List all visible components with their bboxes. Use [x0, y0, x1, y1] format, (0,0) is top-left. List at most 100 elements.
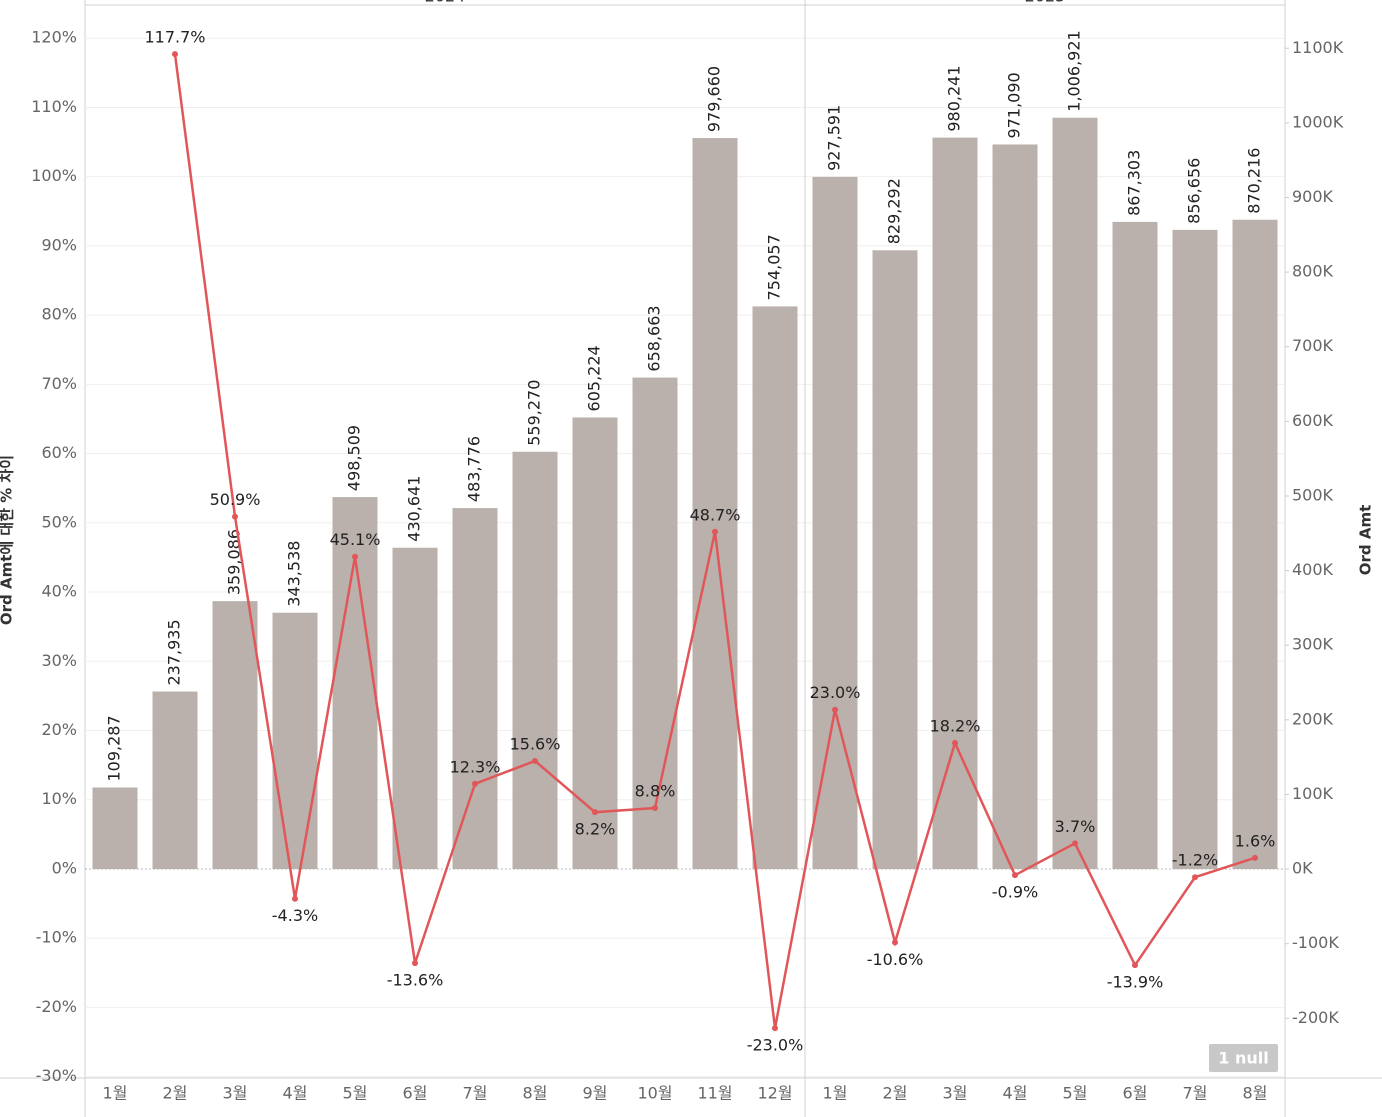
x-tick-label: 2월	[883, 1084, 908, 1103]
line-point	[1252, 854, 1258, 861]
line-point	[952, 739, 958, 746]
bar	[992, 144, 1038, 870]
line-value-label: 12.3%	[450, 757, 501, 776]
bar	[872, 250, 918, 870]
y2-tick-label: 500K	[1292, 485, 1334, 504]
y2-tick-label: 1100K	[1292, 38, 1344, 57]
bar	[1052, 117, 1098, 870]
y-tick-label: 100%	[31, 166, 77, 185]
line-value-label: 117.7%	[144, 28, 205, 47]
y-tick-label: -10%	[36, 928, 77, 947]
bar-value-label: 980,241	[945, 65, 964, 131]
bar	[1172, 229, 1218, 870]
bar-value-label: 605,224	[585, 345, 604, 411]
line-point	[772, 1025, 778, 1032]
y2-tick-label: 900K	[1292, 187, 1334, 206]
x-tick-label: 9월	[583, 1084, 608, 1103]
null-indicator-bg	[1209, 1044, 1278, 1072]
y2-tick-label: 600K	[1292, 411, 1334, 430]
bar	[152, 691, 198, 870]
bar-value-label: 109,287	[105, 715, 124, 781]
x-tick-label: 6월	[1123, 1084, 1148, 1103]
bar	[932, 137, 978, 870]
line-value-label: 23.0%	[810, 683, 861, 702]
bar	[332, 497, 378, 870]
x-tick-label: 5월	[1063, 1084, 1088, 1103]
bar-value-label: 1,006,921	[1065, 30, 1084, 111]
y-tick-label: 0%	[52, 858, 77, 877]
pane-header: 2024	[425, 0, 466, 6]
x-tick-label: 7월	[1183, 1084, 1208, 1103]
line-value-label: 45.1%	[330, 530, 381, 549]
y-tick-label: 20%	[41, 720, 77, 739]
y2-tick-label: 400K	[1292, 560, 1334, 579]
bar-value-label: 559,270	[525, 380, 544, 446]
line-value-label: 8.8%	[635, 782, 676, 801]
line-value-label: -13.6%	[387, 971, 444, 990]
bar-value-label: 754,057	[765, 234, 784, 300]
x-tick-label: 4월	[1003, 1084, 1028, 1103]
line-value-label: 1.6%	[1235, 831, 1276, 850]
line-point	[292, 895, 298, 902]
y2-tick-label: 100K	[1292, 784, 1334, 803]
line-value-label: -23.0%	[747, 1036, 804, 1055]
y-tick-label: 50%	[41, 512, 77, 531]
bar-value-label: 658,663	[645, 305, 664, 371]
line-value-label: 18.2%	[930, 716, 981, 735]
bar	[812, 176, 858, 870]
bar-value-label: 856,656	[1185, 158, 1204, 224]
line-point	[652, 805, 658, 812]
line-point	[712, 528, 718, 535]
x-tick-label: 8월	[1243, 1084, 1268, 1103]
line-value-label: -1.2%	[1172, 851, 1218, 870]
bar-value-label: 430,641	[405, 476, 424, 542]
bar	[1112, 221, 1158, 870]
line-value-label: -4.3%	[272, 906, 318, 925]
bar	[512, 451, 558, 870]
x-tick-label: 12월	[757, 1084, 792, 1103]
bar-value-label: 359,086	[225, 529, 244, 595]
x-tick-label: 11월	[697, 1084, 732, 1103]
bar	[452, 508, 498, 870]
bar-value-label: 483,776	[465, 436, 484, 502]
y2-tick-label: 700K	[1292, 336, 1334, 355]
null-indicator[interactable]: 1 null	[1218, 1049, 1268, 1068]
y-tick-label: 10%	[41, 789, 77, 808]
bar	[572, 417, 618, 870]
bar-value-label: 927,591	[825, 105, 844, 171]
line-value-label: -13.9%	[1107, 973, 1164, 992]
line-point	[1192, 874, 1198, 881]
line-value-label: -0.9%	[992, 883, 1038, 902]
y-tick-label: 40%	[41, 582, 77, 601]
x-tick-label: 1월	[823, 1084, 848, 1103]
x-tick-label: 4월	[283, 1084, 308, 1103]
x-tick-label: 3월	[223, 1084, 248, 1103]
x-tick-label: 10월	[637, 1084, 672, 1103]
bar	[392, 547, 438, 870]
line-value-label: 8.2%	[575, 820, 616, 839]
y-tick-label: 80%	[41, 305, 77, 324]
line-point	[412, 960, 418, 967]
y2-tick-label: 1000K	[1292, 112, 1344, 131]
x-tick-label: 6월	[403, 1084, 428, 1103]
x-tick-label: 5월	[343, 1084, 368, 1103]
line-point	[472, 780, 478, 787]
x-tick-label: 8월	[523, 1084, 548, 1103]
line-point	[532, 757, 538, 764]
x-tick-label: 2월	[163, 1084, 188, 1103]
line-value-label: 50.9%	[210, 490, 261, 509]
y-axis-title: Ord Amt에 대한 % 차이	[0, 455, 16, 625]
y-tick-label: 90%	[41, 235, 77, 254]
line-point	[172, 51, 178, 58]
bar-value-label: 343,538	[285, 541, 304, 607]
bar-value-label: 829,292	[885, 178, 904, 244]
line-point	[1072, 840, 1078, 847]
line-value-label: 48.7%	[690, 505, 741, 524]
line-value-label: -10.6%	[867, 950, 924, 969]
y2-tick-label: 300K	[1292, 635, 1334, 654]
bar-value-label: 237,935	[165, 619, 184, 685]
bar	[272, 612, 318, 870]
y-tick-label: 70%	[41, 374, 77, 393]
bar-value-label: 498,509	[345, 425, 364, 491]
